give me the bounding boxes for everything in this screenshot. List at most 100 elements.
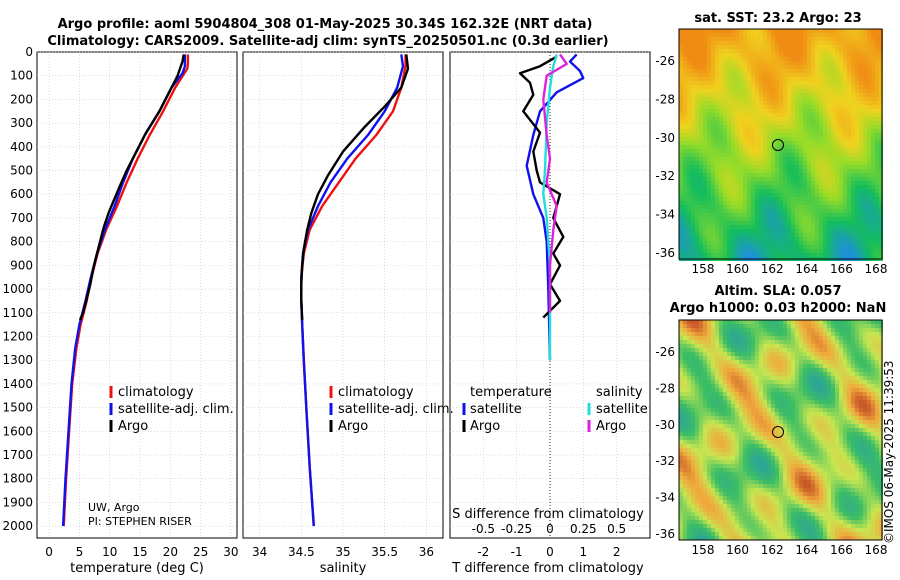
- map-cell: [763, 181, 767, 185]
- map-cell: [799, 173, 803, 177]
- map-cell: [859, 137, 863, 141]
- map-cell: [763, 153, 767, 157]
- map-cell: [763, 137, 767, 141]
- map-cell: [799, 169, 803, 173]
- map-cell: [715, 340, 719, 344]
- map-cell: [719, 440, 723, 444]
- map-cell: [683, 181, 687, 185]
- map-cell: [775, 460, 779, 464]
- map-cell: [815, 320, 819, 324]
- map-cell: [711, 384, 715, 388]
- map-cell: [723, 213, 727, 217]
- map-cell: [759, 69, 763, 73]
- map-cell: [839, 408, 843, 412]
- map-cell: [815, 348, 819, 352]
- map-cell: [727, 332, 731, 336]
- map-cell: [683, 77, 687, 81]
- map-cell: [707, 157, 711, 161]
- map-cell: [787, 324, 791, 328]
- map-cell: [823, 145, 827, 149]
- map-cell: [719, 408, 723, 412]
- map-cell: [835, 336, 839, 340]
- map-cell: [811, 336, 815, 340]
- map-cell: [711, 372, 715, 376]
- map-cell: [707, 81, 711, 85]
- map-cell: [839, 121, 843, 125]
- map-cell: [739, 73, 743, 77]
- map-cell: [715, 376, 719, 380]
- map-cell: [823, 49, 827, 53]
- map-cell: [783, 241, 787, 245]
- map-cell: [775, 229, 779, 233]
- map-cell: [751, 93, 755, 97]
- map-cell: [755, 416, 759, 420]
- map-cell: [691, 37, 695, 41]
- map-cell: [703, 380, 707, 384]
- map-cell: [879, 364, 883, 368]
- map-cell: [735, 93, 739, 97]
- map-cell: [855, 189, 859, 193]
- map-cell: [871, 141, 875, 145]
- map-cell: [787, 181, 791, 185]
- map-cell: [743, 121, 747, 125]
- map-cell: [779, 408, 783, 412]
- map-cell: [751, 336, 755, 340]
- map-cell: [811, 408, 815, 412]
- map-cell: [783, 404, 787, 408]
- map-cell: [779, 440, 783, 444]
- map-cell: [731, 177, 735, 181]
- map-cell: [707, 97, 711, 101]
- map-cell: [727, 408, 731, 412]
- map-cell: [855, 249, 859, 253]
- map-cell: [875, 65, 879, 69]
- map-cell: [827, 77, 831, 81]
- map-cell: [751, 448, 755, 452]
- map-cell: [723, 153, 727, 157]
- map-cell: [859, 181, 863, 185]
- map-cell: [767, 37, 771, 41]
- map-cell: [707, 29, 711, 33]
- map-cell: [867, 328, 871, 332]
- map-cell: [739, 396, 743, 400]
- map-cell: [831, 440, 835, 444]
- map-cell: [691, 400, 695, 404]
- map-cell: [791, 53, 795, 57]
- map-cell: [707, 205, 711, 209]
- map-cell: [683, 209, 687, 213]
- map-cell: [863, 217, 867, 221]
- map-cell: [823, 185, 827, 189]
- map-cell: [823, 344, 827, 348]
- map-cell: [779, 165, 783, 169]
- map-cell: [819, 209, 823, 213]
- map-cell: [755, 201, 759, 205]
- map-cell: [859, 193, 863, 197]
- map-cell: [803, 460, 807, 464]
- map-cell: [695, 249, 699, 253]
- map-cell: [847, 189, 851, 193]
- map-cell: [879, 233, 883, 237]
- map-cell: [715, 320, 719, 324]
- map-cell: [827, 448, 831, 452]
- map-cell: [783, 33, 787, 37]
- map-cell: [795, 29, 799, 33]
- map-cell: [755, 169, 759, 173]
- map-cell: [763, 424, 767, 428]
- map-cell: [763, 217, 767, 221]
- map-cell: [679, 368, 683, 372]
- map-cell: [835, 237, 839, 241]
- map-cell: [811, 245, 815, 249]
- map-cell: [867, 133, 871, 137]
- map-cell: [819, 121, 823, 125]
- map-cell: [735, 428, 739, 432]
- map-cell: [771, 165, 775, 169]
- map-cell: [819, 376, 823, 380]
- map-cell: [731, 33, 735, 37]
- map-cell: [827, 189, 831, 193]
- map-cell: [679, 45, 683, 49]
- map-cell: [871, 85, 875, 89]
- map-cell: [743, 177, 747, 181]
- map-cell: [727, 320, 731, 324]
- map-cell: [827, 129, 831, 133]
- map-cell: [743, 85, 747, 89]
- map-cell: [795, 424, 799, 428]
